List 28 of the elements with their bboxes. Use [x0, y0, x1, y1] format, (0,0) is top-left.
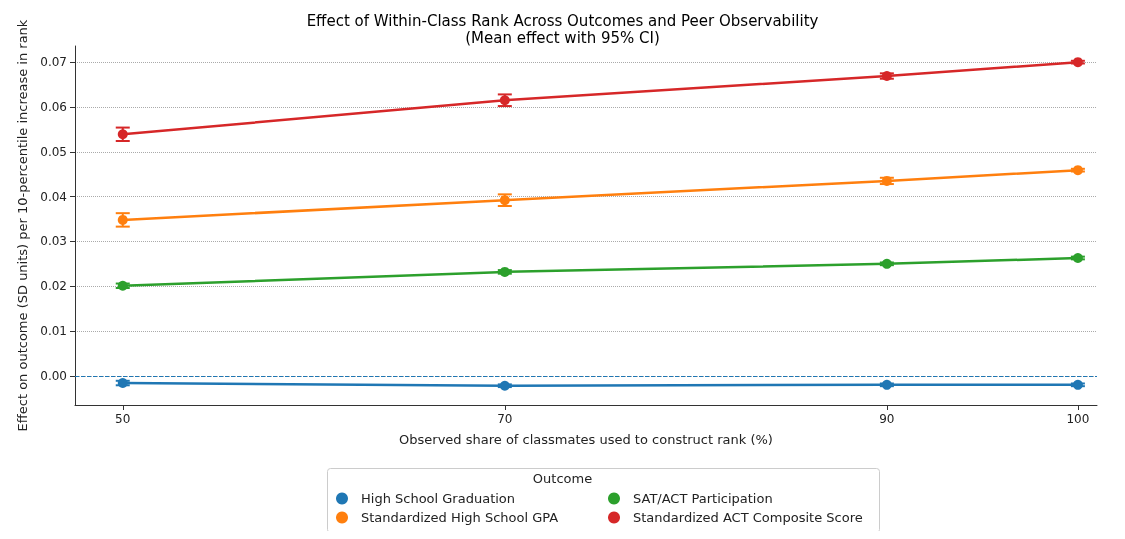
- x-tick-label: 90: [879, 412, 895, 426]
- legend-label: SAT/ACT Participation: [633, 491, 773, 506]
- point: [117, 378, 128, 389]
- point: [117, 280, 128, 291]
- point: [499, 380, 510, 391]
- y-axis-title: Effect on outcome (SD units) per 10-percentile increase in rank: [15, 19, 30, 432]
- chart-subtitle: (Mean effect with 95% CI): [465, 28, 660, 47]
- y-tick-label: 0.06: [40, 99, 67, 114]
- legend-label: Standardized ACT Composite Score: [633, 510, 863, 525]
- legend-title: Outcome: [532, 471, 593, 486]
- x-axis-title: Observed share of classmates used to construct rank (%): [399, 432, 773, 447]
- x-tick-label: 50: [115, 412, 131, 426]
- point: [1072, 165, 1083, 176]
- chart-title: Effect of Within-Class Rank Across Outcomes and Peer Observability: [306, 11, 819, 30]
- y-tick-label: 0.07: [40, 55, 67, 70]
- x-tick-label: 70: [497, 412, 513, 426]
- point: [1072, 253, 1083, 263]
- x-tick-label: 100: [1066, 412, 1090, 426]
- y-tick-label: 0.04: [40, 189, 67, 204]
- legend-label: High School Graduation: [361, 491, 516, 506]
- y-tick-label: 0.03: [40, 234, 67, 249]
- point: [1072, 57, 1083, 68]
- y-tick-label: 0.01: [40, 324, 67, 339]
- point: [881, 71, 892, 82]
- legend-label: Standardized High School GPA: [361, 510, 559, 525]
- y-tick-label: 0.05: [40, 144, 67, 159]
- y-tick-label: 0.02: [40, 279, 67, 294]
- y-tick-label: 0.00: [40, 368, 67, 383]
